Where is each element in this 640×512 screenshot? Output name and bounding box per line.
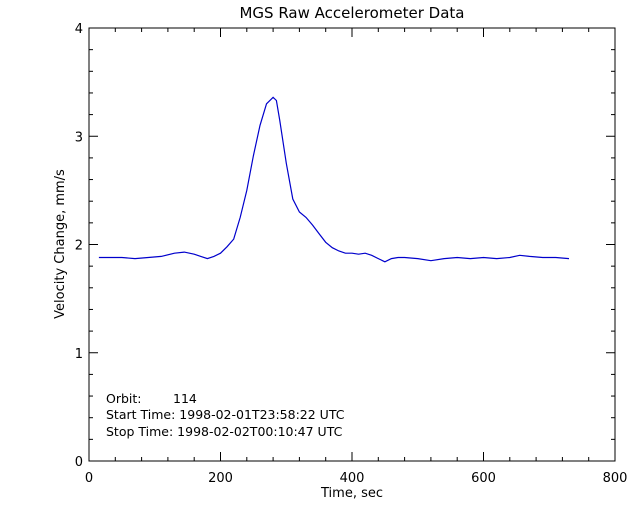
x-axis: 0 200 400 600 800	[85, 28, 628, 486]
chart-title: MGS Raw Accelerometer Data	[239, 4, 464, 22]
orbit-label: Orbit:	[106, 391, 142, 406]
x-tick-label: 600	[471, 471, 496, 486]
x-tick-label: 200	[208, 471, 233, 486]
x-tick-label: 0	[85, 471, 93, 486]
x-axis-label: Time, sec	[320, 486, 383, 501]
y-tick-label: 3	[75, 130, 83, 145]
plot-frame	[88, 27, 616, 462]
x-tick-label: 400	[340, 471, 365, 486]
y-tick-label: 4	[75, 22, 83, 37]
start-time: Start Time: 1998-02-01T23:58:22 UTC	[106, 407, 345, 422]
y-tick-label: 2	[75, 239, 83, 254]
stop-time: Stop Time: 1998-02-02T00:10:47 UTC	[106, 424, 343, 439]
x-tick-label: 800	[603, 471, 628, 486]
y-tick-label: 1	[75, 347, 83, 362]
orbit-value: 114	[173, 391, 197, 406]
y-tick-label: 0	[75, 455, 83, 470]
series-line	[98, 96, 570, 263]
y-axis-label: Velocity Change, mm/s	[53, 169, 68, 319]
y-axis: 0 1 2 3 4	[75, 22, 615, 470]
